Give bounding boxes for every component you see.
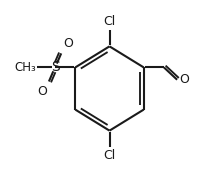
- Text: S: S: [51, 60, 59, 74]
- Text: O: O: [179, 73, 189, 86]
- Text: Cl: Cl: [103, 15, 116, 28]
- Text: O: O: [37, 85, 47, 98]
- Text: CH₃: CH₃: [14, 61, 36, 74]
- Text: Cl: Cl: [103, 149, 116, 162]
- Text: O: O: [63, 37, 73, 50]
